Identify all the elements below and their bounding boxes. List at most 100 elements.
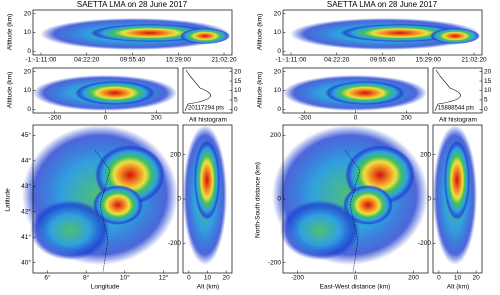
y-tick-label: -200 (168, 240, 181, 247)
panel-title: SAETTA LMA on 28 June 2017 (77, 0, 188, 9)
y-axis-label: Altitude (km) (257, 72, 264, 108)
x-tick-label: 0 (354, 115, 358, 122)
y-tick-label: 0 (277, 106, 281, 113)
y-tick-label: 10 (24, 87, 32, 94)
y-tick-label: 20 (24, 68, 32, 75)
y-tick-label: 42° (21, 207, 31, 215)
x-tick-label: -200 (298, 115, 311, 122)
x-tick-label: 12° (159, 274, 169, 282)
density (280, 200, 360, 260)
y-tick-label: 0 (427, 196, 431, 203)
y-tick-label: 200 (270, 132, 281, 139)
density (75, 81, 155, 105)
x-axis-label: Alt (km) (197, 284, 219, 291)
histogram-curve (184, 69, 211, 112)
x-tick-label: 6° (44, 274, 51, 282)
y-tick-label: -200 (418, 240, 431, 247)
x-tick-label: 8° (83, 274, 90, 282)
density (444, 140, 470, 220)
x-tick-label: 200 (151, 115, 162, 122)
x-tick-label: 200 (401, 115, 412, 122)
histogram-label: Alt histogram (189, 117, 227, 124)
y-tick-label: 10 (274, 87, 282, 94)
density (93, 185, 143, 225)
y-tick-label: 5 (484, 97, 488, 104)
x-tick-label: 10 (454, 275, 462, 282)
x-tick-label: 10° (120, 274, 130, 282)
x-tick-label: 04:22:20 (324, 57, 350, 64)
density (90, 24, 210, 42)
panel-title: SAETTA LMA on 28 June 2017 (327, 0, 438, 9)
y-axis-label: Altitude (km) (257, 14, 264, 50)
y-tick-label: 0 (234, 106, 238, 113)
y-tick-label: 40° (21, 258, 31, 266)
density (430, 28, 480, 44)
y-tick-label: 20 (274, 10, 282, 17)
y-axis-label: Latitude (5, 188, 12, 212)
y-tick-label: 20 (484, 68, 492, 75)
density (325, 81, 405, 105)
x-tick-label: 200 (408, 275, 419, 282)
y-tick-label: 200 (170, 151, 181, 158)
x-tick-label: 20 (473, 275, 481, 282)
y-axis-label: Altitude (km) (7, 72, 14, 108)
y-axis-label: Altitude (km) (7, 14, 14, 50)
density (30, 200, 110, 260)
x-tick-label: 10 (204, 275, 212, 282)
x-tick-label: 20 (223, 275, 231, 282)
density (340, 24, 460, 42)
x-tick-label: 09:55:40 (120, 57, 146, 64)
y-tick-label: 15 (484, 78, 492, 85)
y-tick-label: 20 (24, 10, 32, 17)
x-axis-label: East-West distance (km) (320, 284, 391, 291)
y-tick-label: 10 (24, 29, 32, 36)
x-tick-label: 0 (187, 275, 191, 282)
y-tick-label: 20 (274, 68, 282, 75)
y-tick-label: 10 (484, 87, 492, 94)
y-tick-label: 10 (234, 87, 242, 94)
y-axis-label: North-South distance (km) (255, 162, 262, 238)
y-tick-label: 0 (484, 106, 488, 113)
point-count: 20117294 pts (188, 106, 224, 112)
x-tick-label: 09:55:40 (370, 57, 396, 64)
y-tick-label: 0 (277, 48, 281, 55)
density (194, 140, 220, 220)
y-tick-label: 200 (420, 151, 431, 158)
x-tick-label: -200 (48, 115, 61, 122)
x-tick-label: 15:29:00 (416, 57, 442, 64)
y-tick-label: 0 (277, 196, 281, 203)
plot-frame (32, 124, 179, 274)
y-tick-label: 45° (21, 131, 31, 139)
coastline (344, 149, 361, 273)
x-axis-label: Alt (km) (447, 284, 469, 291)
histogram-label: Alt histogram (439, 117, 477, 124)
density (343, 185, 393, 225)
y-tick-label: 5 (234, 97, 238, 104)
coastline (94, 149, 111, 273)
x-tick-label: -1:-1:11:00 (25, 57, 56, 64)
y-tick-label: 43° (21, 182, 31, 190)
x-tick-label: 21:02:20 (461, 57, 487, 64)
x-tick-label: 0 (437, 275, 441, 282)
x-tick-label: 0 (104, 115, 108, 122)
x-tick-label: -200 (291, 275, 304, 282)
y-tick-label: 0 (27, 106, 31, 113)
x-tick-label: -1:-1:11:00 (275, 57, 306, 64)
y-tick-label: 41° (21, 233, 31, 241)
y-tick-label: -200 (268, 259, 281, 266)
x-tick-label: 04:22:20 (74, 57, 100, 64)
y-tick-label: 15 (234, 78, 242, 85)
y-tick-label: 0 (27, 48, 31, 55)
y-tick-label: 44° (21, 157, 31, 165)
x-axis-label: Longitude (91, 284, 120, 291)
x-tick-label: 0 (354, 275, 358, 282)
x-tick-label: 21:02:20 (211, 57, 237, 64)
histogram-curve (434, 69, 461, 112)
density (180, 28, 230, 44)
y-tick-label: 0 (177, 196, 181, 203)
y-tick-label: 10 (274, 29, 282, 36)
point-count: 15888544 pts (438, 106, 474, 112)
x-tick-label: 15:29:00 (166, 57, 192, 64)
y-tick-label: 20 (234, 68, 242, 75)
